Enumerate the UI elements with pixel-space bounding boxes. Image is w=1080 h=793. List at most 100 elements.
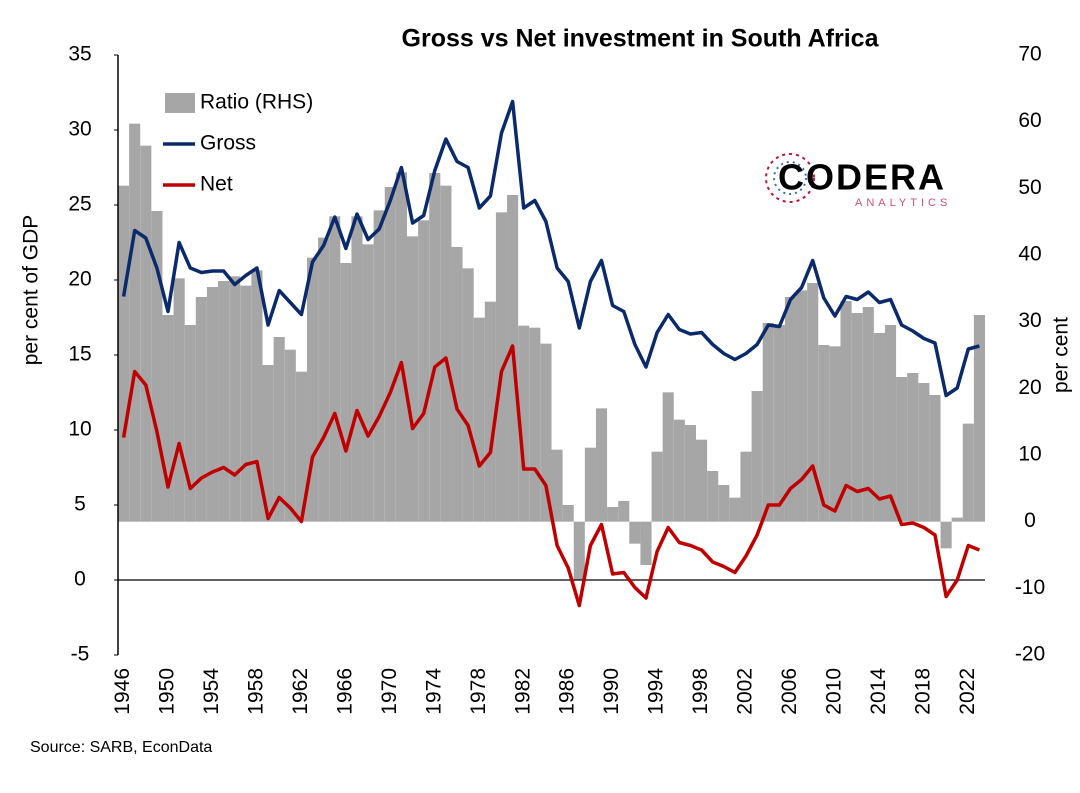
bar (707, 471, 719, 522)
x-tick-label: 2010 (822, 668, 845, 715)
bar (618, 501, 630, 522)
logo-mark (765, 153, 815, 203)
bar (140, 145, 152, 522)
bar (851, 313, 863, 522)
bar (440, 185, 452, 522)
y2-tick-label: 10 (1018, 443, 1041, 466)
y2-tick-label: -10 (1015, 576, 1045, 599)
source-note: Source: SARB, EconData (30, 739, 212, 756)
x-tick-label: 1946 (111, 668, 134, 715)
y2-tick-label: 20 (1018, 376, 1041, 399)
x-tick-label: 1982 (511, 668, 534, 715)
x-tick-label: 1998 (689, 668, 712, 715)
y-tick-label: -5 (71, 643, 90, 666)
bar (796, 290, 808, 522)
bar (595, 408, 608, 522)
x-tick-label: 1986 (556, 668, 579, 715)
bar (662, 392, 674, 522)
bar (484, 301, 496, 522)
bar (284, 349, 296, 522)
bar (240, 285, 252, 522)
bar (306, 257, 319, 522)
y2-axis-label: per cent (1050, 317, 1073, 393)
y2-tick-label: 30 (1018, 309, 1041, 332)
y-tick-label: 15 (68, 343, 91, 366)
bar (529, 327, 541, 522)
x-tick-label: 1970 (378, 668, 401, 715)
y-tick-label: 0 (74, 568, 86, 591)
y-tick-label: 30 (68, 118, 91, 141)
x-tick-label: 1990 (600, 668, 623, 715)
y-tick-label: 10 (68, 418, 91, 441)
bar (918, 383, 930, 522)
bar (718, 485, 730, 522)
x-tick-label: 1966 (333, 668, 356, 715)
bar (773, 325, 785, 522)
x-tick-label: 2014 (867, 668, 890, 715)
bar (395, 172, 407, 522)
bar (351, 216, 363, 522)
bar (818, 345, 830, 522)
bar (129, 123, 141, 522)
bar (673, 419, 685, 522)
bar (907, 373, 919, 522)
x-tick-label: 2002 (734, 668, 757, 715)
bar (551, 449, 563, 522)
y2-tick-label: 60 (1018, 109, 1041, 132)
plot-area (117, 55, 985, 655)
bar (929, 395, 941, 522)
bar (273, 337, 285, 522)
bar (495, 212, 508, 522)
y2-tick-label: 0 (1024, 509, 1036, 532)
bar (295, 371, 307, 522)
y-tick-label: 5 (74, 493, 86, 516)
logo: CODERA ANALYTICS (765, 153, 947, 209)
bar (318, 237, 330, 522)
bar (751, 391, 763, 522)
bar (862, 307, 874, 522)
bar (418, 220, 430, 522)
bar (151, 211, 163, 522)
y-tick-label: 25 (68, 193, 91, 216)
x-tick-label: 1974 (422, 668, 445, 715)
y2-tick-label: 50 (1018, 176, 1041, 199)
bar (607, 507, 619, 522)
bar (518, 325, 530, 522)
bar (451, 247, 463, 522)
bar (951, 517, 963, 522)
bar (873, 333, 885, 522)
bar (407, 236, 419, 522)
bar (729, 497, 741, 522)
legend-label: Ratio (RHS) (200, 91, 313, 114)
bar (562, 505, 574, 522)
bar (640, 521, 652, 565)
bar (362, 244, 374, 522)
bar (162, 315, 174, 522)
bar (251, 270, 263, 522)
bar (684, 425, 696, 522)
bar (940, 521, 952, 549)
bar (262, 365, 274, 522)
x-tick-label: 1994 (645, 668, 668, 715)
bar (173, 278, 185, 522)
bar (896, 377, 908, 522)
logo-name: CODERA (778, 157, 946, 198)
bar (462, 268, 474, 522)
bar (762, 323, 774, 522)
x-tick-label: 1958 (244, 668, 267, 715)
bar (373, 210, 385, 522)
legend-label: Gross (200, 132, 256, 155)
bar (807, 283, 819, 522)
y-tick-label: 20 (68, 268, 91, 291)
x-tick-label: 1978 (467, 668, 490, 715)
bar (696, 439, 708, 522)
y2-tick-label: -20 (1015, 643, 1045, 666)
y2-tick-label: 40 (1018, 243, 1041, 266)
bar (740, 451, 752, 522)
y-axis-label: per cent of GDP (20, 215, 43, 366)
bar (829, 346, 841, 522)
line-1 (121, 99, 980, 398)
bar (473, 317, 485, 522)
y-tick-label: 35 (68, 43, 91, 66)
